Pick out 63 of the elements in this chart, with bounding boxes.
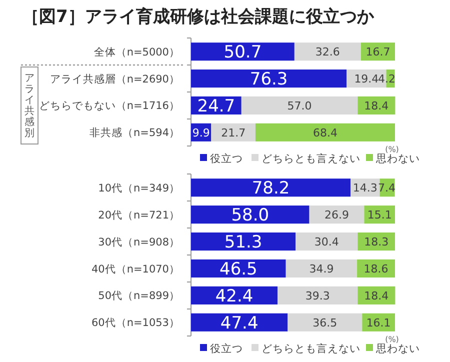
data-label: 14.3 bbox=[352, 182, 378, 195]
bar bbox=[296, 232, 358, 251]
data-label: 18.6 bbox=[364, 262, 388, 276]
bar bbox=[211, 123, 256, 142]
bar bbox=[309, 206, 364, 224]
data-label: 24.7 bbox=[197, 96, 236, 117]
data-label: 50.7 bbox=[224, 42, 262, 63]
bar bbox=[191, 70, 347, 88]
bar bbox=[286, 259, 358, 278]
data-label: 32.6 bbox=[315, 46, 340, 59]
bar bbox=[277, 286, 358, 304]
data-label: 42.4 bbox=[215, 286, 254, 307]
data-label: 19.4 bbox=[354, 72, 379, 86]
bar bbox=[191, 42, 294, 61]
data-label: 21.7 bbox=[221, 126, 246, 140]
y-tick-label: アライ共感層（n=2690） bbox=[50, 72, 180, 86]
data-label: 68.4 bbox=[312, 126, 338, 140]
annotation: (%) bbox=[385, 335, 399, 344]
bar bbox=[191, 313, 288, 332]
data-label: 30.4 bbox=[314, 235, 339, 248]
data-label: 36.5 bbox=[312, 316, 338, 330]
y-tick-label: どちらでもない（n=1716） bbox=[38, 100, 180, 112]
legend-label: どちらとも言えない bbox=[262, 342, 360, 355]
data-label: 34.9 bbox=[309, 262, 334, 276]
text: アライ共感別 bbox=[24, 72, 34, 139]
bar bbox=[288, 313, 362, 332]
legend-label: 役立つ bbox=[210, 342, 243, 355]
data-label: 46.5 bbox=[220, 260, 258, 280]
legend-label: 思わない bbox=[375, 152, 420, 165]
data-label: 18.3 bbox=[364, 235, 389, 248]
y-tick-label: 非共感（n=594） bbox=[90, 126, 180, 140]
bar bbox=[191, 178, 351, 197]
data-label: 39.3 bbox=[305, 289, 330, 302]
data-label: 58.0 bbox=[231, 206, 270, 226]
bar bbox=[191, 232, 296, 251]
data-label: 76.3 bbox=[250, 70, 288, 90]
y-tick-label: 20代（n=721） bbox=[98, 209, 180, 222]
data-label: 18.4 bbox=[364, 289, 389, 302]
legend-label: 思わない bbox=[375, 342, 420, 355]
data-label: 18.4 bbox=[364, 99, 389, 112]
data-label: 16.1 bbox=[366, 316, 391, 330]
legend-label: どちらとも言えない bbox=[262, 152, 360, 165]
y-tick-label: 10代（n=349） bbox=[98, 182, 180, 194]
bar bbox=[241, 96, 358, 114]
y-tick-label: 全体（n=5000） bbox=[94, 46, 180, 58]
data-label: 57.0 bbox=[287, 99, 312, 112]
data-label: 26.9 bbox=[324, 208, 350, 222]
legend-label: 役立つ bbox=[210, 152, 243, 165]
y-tick-label: 40代（n=1070） bbox=[91, 263, 180, 276]
chart-title: ［図7］アライ育成研修は社会課題に役立つか bbox=[22, 6, 375, 27]
data-label: 16.7 bbox=[366, 46, 390, 59]
data-label: 9.9 bbox=[192, 126, 210, 140]
data-label: 47.4 bbox=[220, 314, 258, 334]
y-tick-label: 60代（n=1053） bbox=[91, 317, 180, 330]
y-tick-label: 30代（n=908） bbox=[98, 236, 180, 248]
data-label: 51.3 bbox=[224, 232, 262, 253]
data-label: 78.2 bbox=[252, 178, 290, 199]
y-tick-label: 50代（n=899） bbox=[98, 290, 180, 302]
data-label: 15.1 bbox=[367, 208, 392, 222]
annotation: (%) bbox=[385, 145, 399, 154]
bar bbox=[255, 123, 395, 142]
bar bbox=[191, 206, 310, 224]
bar bbox=[294, 42, 361, 61]
